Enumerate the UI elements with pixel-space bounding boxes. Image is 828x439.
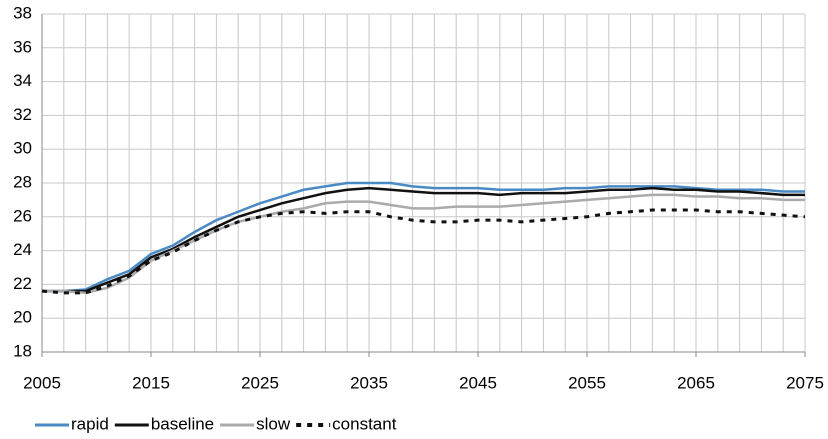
x-tick-label: 2015 [132, 373, 170, 392]
y-tick-label: 36 [13, 37, 32, 56]
series-line [42, 193, 805, 295]
x-tick-label: 2045 [459, 373, 497, 392]
y-tick-label: 24 [13, 240, 32, 259]
y-tick-label: 20 [13, 308, 32, 327]
series-line [42, 181, 805, 293]
y-tick-label: 22 [13, 274, 32, 293]
legend-label: constant [332, 414, 397, 433]
x-tick-label: 2035 [350, 373, 388, 392]
x-tick-label: 2005 [23, 373, 61, 392]
y-tick-label: 34 [13, 71, 32, 90]
y-tick-label: 28 [13, 172, 32, 191]
legend-label: rapid [71, 414, 109, 433]
series-line [42, 186, 805, 293]
x-tick-label: 2055 [568, 373, 606, 392]
y-tick-label: 38 [13, 3, 32, 22]
legend-label: slow [256, 414, 291, 433]
y-tick-label: 26 [13, 206, 32, 225]
x-tick-label: 2075 [786, 373, 824, 392]
legend-label: baseline [151, 414, 214, 433]
series-line [41, 208, 806, 295]
y-tick-label: 18 [13, 341, 32, 360]
y-tick-label: 30 [13, 139, 32, 158]
x-tick-label: 2025 [241, 373, 279, 392]
y-tick-label: 32 [13, 105, 32, 124]
x-tick-label: 2065 [677, 373, 715, 392]
